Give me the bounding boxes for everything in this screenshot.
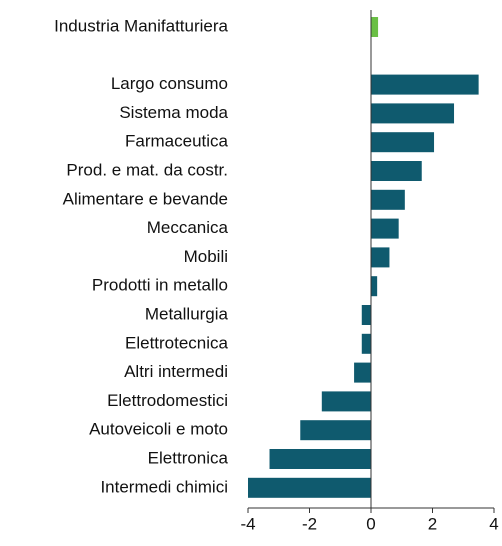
bar [269,449,371,469]
bar [371,247,390,268]
x-tick-label: 4 [489,514,498,533]
y-tick-label: Meccanica [147,218,229,237]
y-tick-label: Mobili [184,247,228,266]
x-tick-label: 2 [428,514,437,533]
bar [321,391,371,412]
y-tick-label: Prodotti in metallo [92,276,228,295]
y-tick-label: Altri intermedi [124,362,228,381]
bar [300,420,371,441]
y-tick-label: Elettrodomestici [107,391,228,410]
bar [361,333,371,354]
y-tick-label: Industria Manifatturiera [54,16,228,35]
y-tick-label: Alimentare e bevande [63,189,228,208]
bar [371,276,378,297]
bar [248,477,371,498]
bar [371,218,399,239]
y-tick-label: Farmaceutica [125,132,229,151]
x-tick-label: -2 [302,514,317,533]
bar [371,74,479,95]
y-tick-label: Elettronica [148,448,229,467]
bar [371,161,422,181]
y-tick-label: Autoveicoli e moto [89,420,228,439]
bar [371,17,379,37]
bar [371,189,405,210]
x-tick-label: 0 [366,514,375,533]
bar [371,103,455,124]
y-tick-label: Elettrotecnica [125,333,229,352]
bar [361,305,371,325]
y-tick-label: Largo consumo [111,74,228,93]
y-tick-label: Sistema moda [119,103,228,122]
bar [354,362,371,383]
x-tick-label: -4 [240,514,255,533]
y-tick-label: Metallurgia [145,304,229,323]
y-tick-label: Intermedi chimici [100,477,228,496]
bar [371,132,435,153]
y-tick-label: Prod. e mat. da costr. [66,160,228,179]
